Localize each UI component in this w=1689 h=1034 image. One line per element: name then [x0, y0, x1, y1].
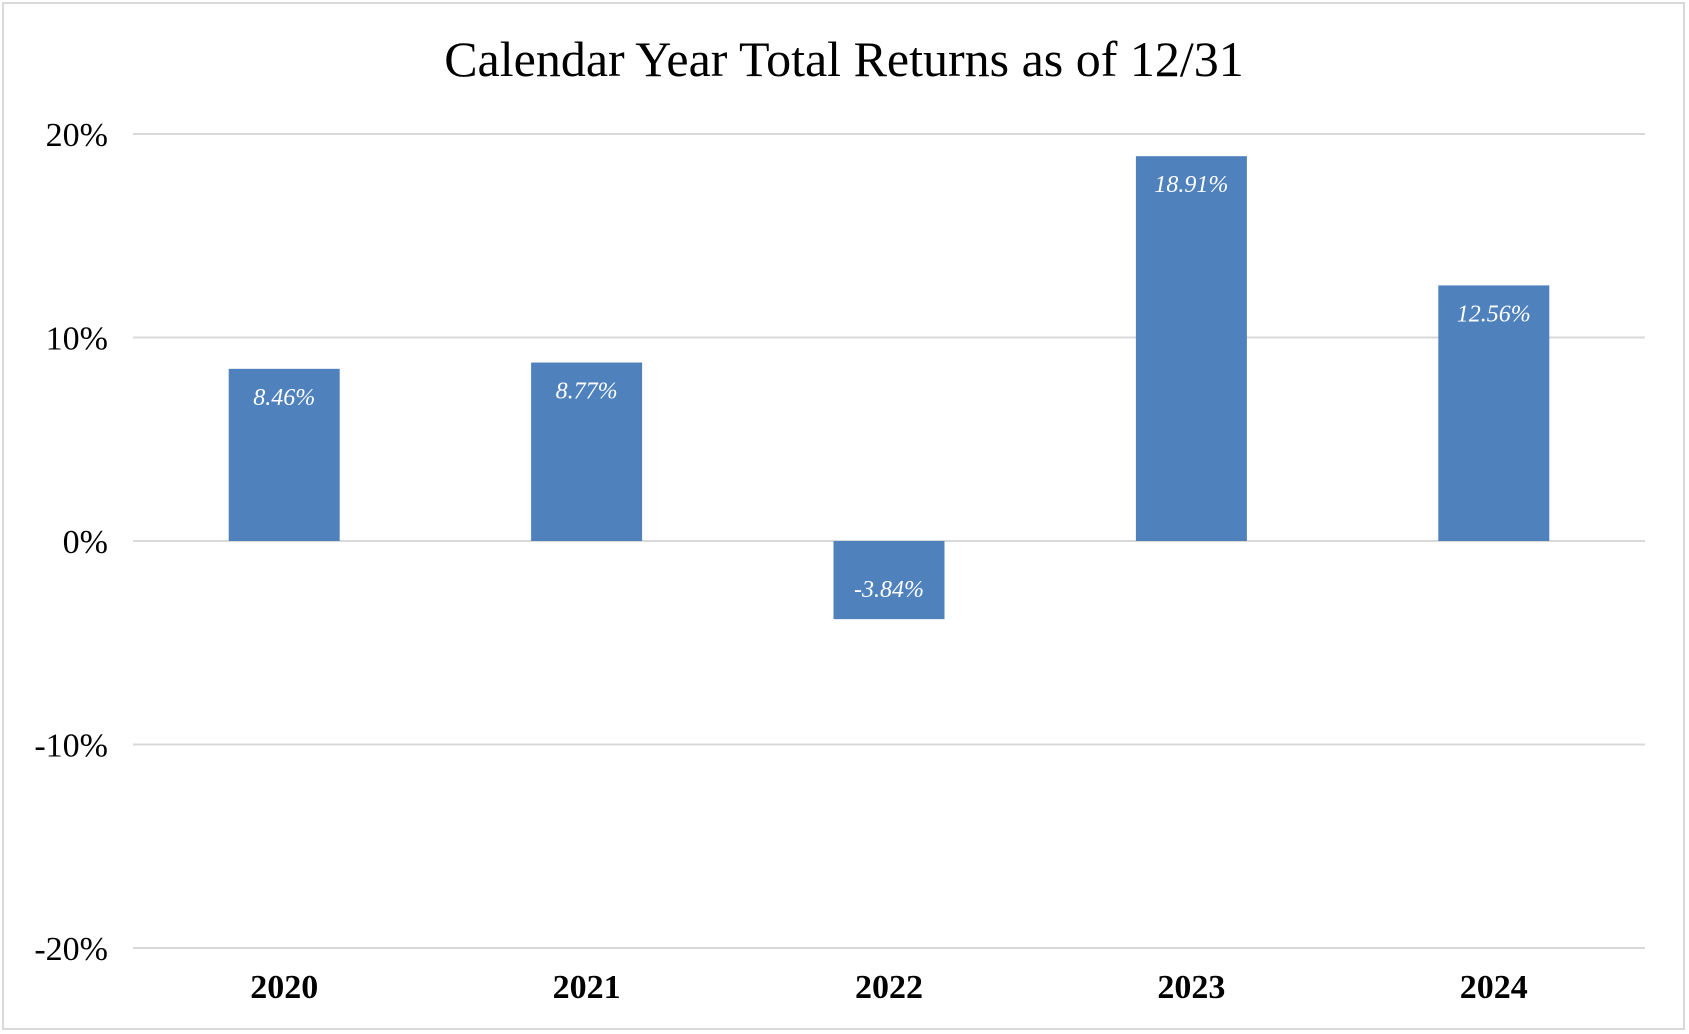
- gridlines: [133, 133, 1645, 949]
- y-tick-label: -20%: [34, 931, 108, 968]
- data-label-2023: 18.91%: [1154, 172, 1228, 198]
- y-tick-label: -10%: [34, 728, 108, 765]
- bar-2020: [228, 368, 340, 541]
- x-tick-label-2023: 2023: [1157, 969, 1225, 1006]
- data-label-2022: -3.84%: [854, 577, 924, 603]
- y-tick-label: 10%: [46, 321, 108, 358]
- data-label-2024: 12.56%: [1457, 301, 1531, 327]
- y-tick-label: 0%: [63, 524, 108, 561]
- bars: [228, 156, 1550, 620]
- bar-2024: [1438, 285, 1550, 541]
- bar-2022: [833, 541, 945, 620]
- x-tick-label-2021: 2021: [553, 969, 621, 1006]
- x-axis-tick-labels: 2020 2021 2022 2023 2024: [250, 969, 1528, 1006]
- data-label-2020: 8.46%: [253, 385, 315, 411]
- y-tick-label: 20%: [46, 117, 108, 154]
- bar-2021: [531, 362, 643, 541]
- data-labels: 8.46% 8.77% -3.84% 18.91% 12.56%: [253, 172, 1531, 603]
- y-axis-tick-labels: 20% 10% 0% -10% -20%: [34, 117, 108, 968]
- x-tick-label-2020: 2020: [250, 969, 318, 1006]
- x-tick-label-2024: 2024: [1460, 969, 1528, 1006]
- bar-2023: [1135, 156, 1247, 541]
- chart-title: Calendar Year Total Returns as of 12/31: [444, 31, 1244, 87]
- x-tick-label-2022: 2022: [855, 969, 923, 1006]
- data-label-2021: 8.77%: [556, 379, 618, 405]
